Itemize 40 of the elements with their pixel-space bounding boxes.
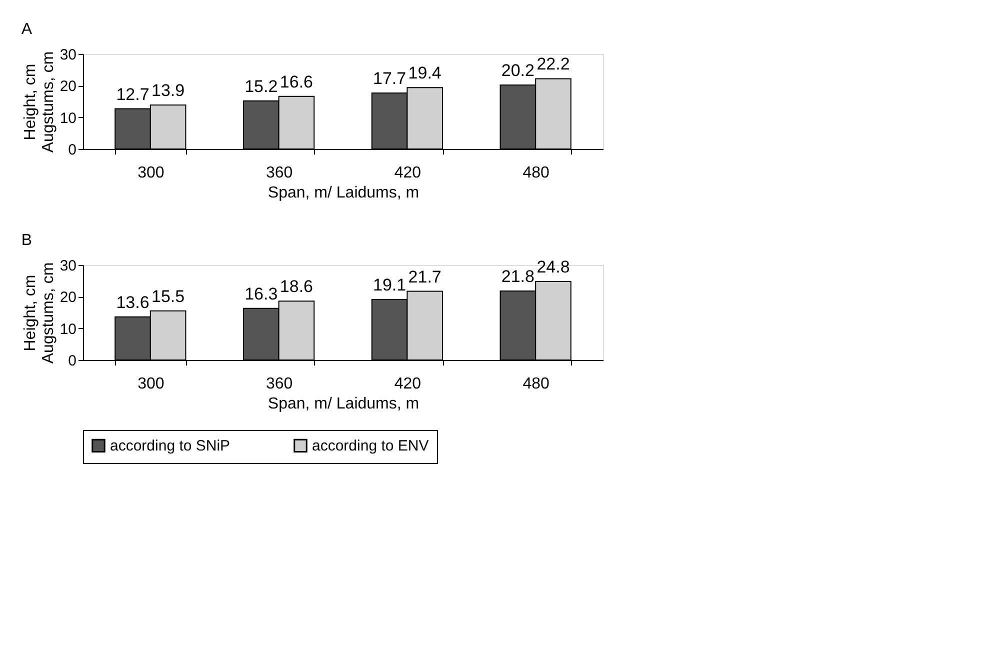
x-tick-label: 480: [522, 376, 550, 392]
x-tick-label: 360: [266, 376, 293, 392]
chart-title: A: [21, 21, 32, 38]
data-label: 22.2: [536, 54, 570, 74]
y-axis-title: Height, cm Augstums, cm: [22, 262, 57, 364]
data-label: 12.7: [116, 84, 150, 104]
data-label: 24.8: [536, 257, 570, 276]
data-label: 16.3: [244, 284, 278, 304]
x-axis-title: Span, m/ Laidums, m: [268, 396, 420, 412]
x-tick-label: 300: [138, 164, 164, 182]
chart-title: B: [21, 232, 32, 249]
y-tick-label: 10: [60, 320, 76, 338]
data-label: 13.6: [116, 292, 150, 312]
data-label: 20.2: [501, 61, 534, 80]
y-tick-label: 30: [60, 46, 76, 64]
data-label: 15.2: [244, 76, 278, 96]
data-label: 21.8: [501, 266, 534, 286]
y-tick-label: 20: [60, 289, 76, 306]
data-label: 15.5: [152, 286, 185, 306]
x-tick-label: 420: [394, 164, 422, 182]
data-label: 16.6: [280, 72, 314, 92]
legend-label: according to ENV: [312, 438, 429, 455]
data-label: 19.4: [408, 64, 442, 83]
x-tick-label: 300: [138, 376, 164, 392]
x-tick-label: 360: [266, 164, 293, 182]
data-label: 18.6: [280, 277, 314, 296]
data-label: 21.7: [408, 267, 442, 286]
legend-label: according to SNiP: [110, 438, 230, 455]
data-label: 19.1: [372, 276, 406, 295]
y-tick-label: 10: [60, 110, 76, 127]
x-tick-label: 420: [394, 376, 422, 392]
y-tick-label: 0: [68, 352, 76, 370]
y-tick-label: 30: [60, 258, 76, 274]
y-tick-label: 20: [60, 78, 76, 96]
y-tick-label: 0: [68, 142, 76, 158]
data-label: 13.9: [152, 80, 185, 100]
x-axis-title: Span, m/ Laidums, m: [268, 184, 420, 202]
data-label: 17.7: [372, 68, 406, 88]
x-tick-label: 480: [522, 164, 550, 182]
y-axis-title: Height, cm Augstums, cm: [22, 51, 57, 153]
